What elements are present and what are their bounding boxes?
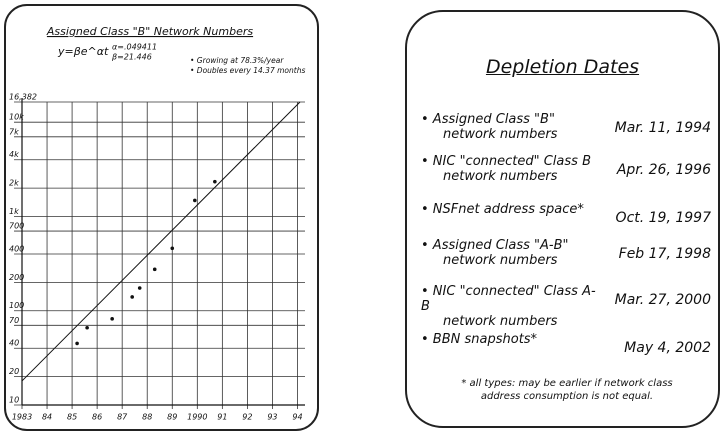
item-date: Oct. 19, 1997 [616, 210, 711, 226]
x-tick-label: 84 [42, 413, 52, 422]
x-tick-label: 94 [292, 413, 302, 422]
alpha: α=.049411 [112, 43, 157, 52]
item-date: Mar. 27, 2000 [615, 292, 711, 308]
y-tick-label: 7k [9, 127, 19, 136]
formula: y=βe^αt [57, 45, 109, 58]
item-label: • NSFnet address space* [421, 202, 601, 217]
item-label-line: • NSFnet address space* [421, 202, 601, 217]
item-label: • Assigned Class "A-B"network numbers [421, 238, 601, 268]
item-label-line: • Assigned Class "A-B" [421, 238, 601, 253]
footnote: * all types: may be earlier if network c… [447, 377, 687, 403]
item-label-line: • NIC "connected" Class A-B [421, 284, 601, 314]
panel-title: Depletion Dates [407, 56, 718, 78]
x-tick-label: 1983 [12, 413, 32, 422]
data-point [75, 342, 79, 346]
y-tick-label: 70 [9, 316, 19, 325]
item-label: • Assigned Class "B"network numbers [421, 112, 601, 142]
item-label-line: • Assigned Class "B" [421, 112, 601, 127]
item-label-line: • BBN snapshots* [421, 332, 601, 347]
x-tick-label: 92 [242, 413, 252, 422]
item-label-line: network numbers [421, 253, 601, 268]
y-tick-label: 1k [9, 207, 19, 216]
item-label-line: • NIC "connected" Class B [421, 154, 601, 169]
x-tick-label: 1990 [187, 413, 207, 422]
page: Assigned Class "B" Network Numbers y=βe^… [0, 0, 728, 439]
item-label-line: network numbers [421, 127, 601, 142]
x-tick-label: 89 [167, 413, 177, 422]
data-point [153, 268, 157, 272]
chart-title: Assigned Class "B" Network Numbers [46, 25, 253, 38]
note: • Doubles every 14.37 months [190, 66, 305, 75]
x-tick-label: 93 [267, 413, 277, 422]
data-point [193, 199, 197, 203]
note: • Growing at 78.3%/year [190, 56, 284, 65]
data-point [213, 180, 217, 184]
item-label-line: network numbers [421, 169, 601, 184]
y-tick-label: 40 [9, 339, 19, 348]
item-label-line: network numbers [421, 314, 601, 329]
x-tick-label: 87 [117, 413, 128, 422]
data-point [110, 317, 114, 321]
data-point [138, 286, 142, 290]
data-point [85, 326, 89, 330]
x-tick-label: 91 [217, 413, 227, 422]
y-tick-label: 2k [9, 179, 19, 188]
chart: Assigned Class "B" Network Numbers y=βe^… [0, 0, 330, 439]
item-label: • BBN snapshots* [421, 332, 601, 347]
item-date: Mar. 11, 1994 [615, 120, 711, 136]
beta: β=21.446 [111, 53, 152, 62]
depletion-panel: Depletion Dates * all types: may be earl… [405, 10, 720, 428]
item-date: May 4, 2002 [624, 340, 711, 356]
item-date: Feb 17, 1998 [619, 246, 711, 262]
x-tick-label: 85 [67, 413, 77, 422]
data-point [170, 246, 174, 250]
item-date: Apr. 26, 1996 [617, 162, 711, 178]
x-tick-label: 86 [92, 413, 102, 422]
x-tick-label: 88 [142, 413, 152, 422]
y-tick-label: 4k [9, 150, 19, 159]
y-tick-label: 10 [9, 396, 19, 405]
y-tick-label: 20 [9, 367, 19, 376]
y-tick-label: 16,382 [9, 93, 37, 102]
data-point [130, 295, 134, 299]
